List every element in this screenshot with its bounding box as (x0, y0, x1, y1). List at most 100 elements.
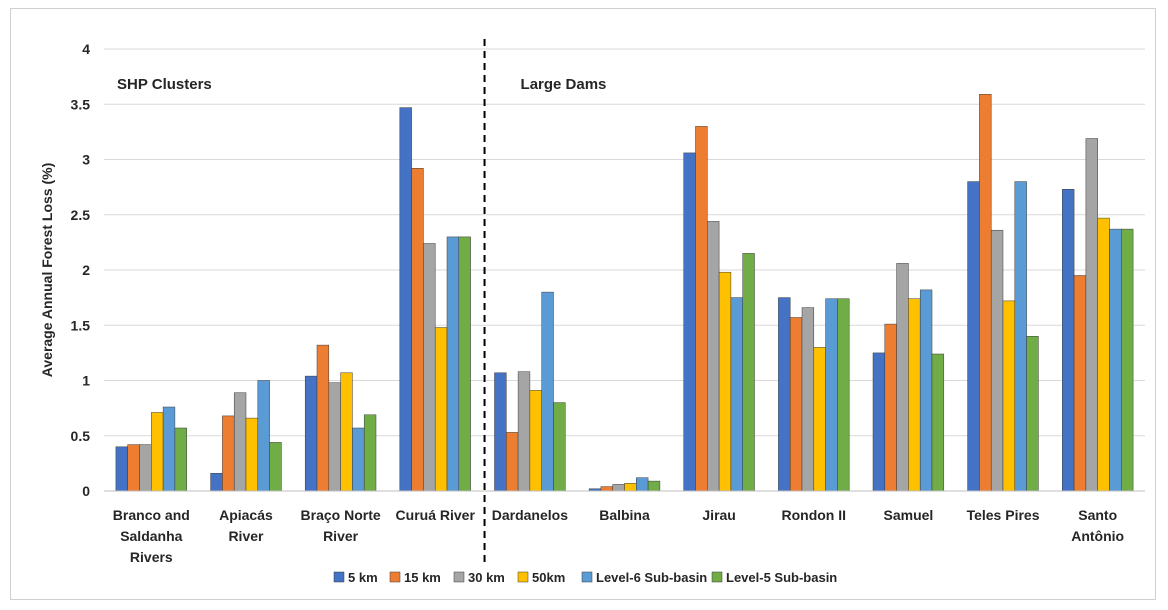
bar (363, 414, 377, 492)
legend-swatch (581, 571, 593, 583)
bar (624, 483, 637, 492)
bar (139, 444, 152, 492)
bar (151, 412, 164, 492)
category-label: Santo (1078, 507, 1117, 523)
legend-label: 5 km (348, 570, 378, 585)
bar (340, 372, 353, 492)
bar (1085, 138, 1098, 492)
bar (647, 480, 661, 492)
group-title-large-dams: Large Dams (521, 76, 607, 93)
bar (813, 347, 826, 492)
bar (636, 477, 649, 492)
bar (494, 372, 507, 492)
bar (884, 323, 897, 492)
bar (269, 442, 282, 492)
chart-frame: 0 0.5 1 1.5 2 2.5 3 3.5 4 Branco and Saldanha Rive… (10, 8, 1156, 600)
category-label: Braço Norte (301, 507, 381, 523)
category-label: Teles Pires (967, 507, 1040, 523)
bar (801, 307, 815, 492)
legend-swatch (711, 571, 723, 583)
bar (316, 344, 330, 492)
category-label: Saldanha (120, 528, 182, 544)
legend-swatch (517, 571, 529, 583)
bar (127, 444, 140, 492)
bar (919, 289, 933, 492)
bar (837, 298, 850, 492)
legend-swatch (389, 571, 401, 583)
y-tick-label: 3.5 (71, 96, 91, 112)
bar (458, 236, 471, 492)
y-tick-label: 3 (82, 152, 90, 168)
bar (517, 371, 531, 492)
bar (1062, 189, 1075, 492)
legend-label: 15 km (404, 570, 441, 585)
bar (979, 94, 992, 492)
y-tick-label: 2.5 (71, 207, 91, 223)
bar (245, 417, 259, 492)
bar (612, 484, 625, 492)
bar (174, 427, 187, 492)
category-label: Branco and (113, 507, 190, 523)
bar (328, 382, 341, 492)
bar (1109, 228, 1122, 492)
forest-loss-chart: 0 0.5 1 1.5 2 2.5 3 3.5 4 Branco and Saldanha Rive… (39, 39, 1145, 585)
bar (210, 473, 223, 492)
category-label: Apiacás (219, 507, 273, 523)
bar (872, 352, 886, 492)
bar (352, 427, 365, 492)
bar (695, 126, 708, 492)
bar (990, 229, 1004, 492)
category-label: Jirau (702, 507, 735, 523)
y-tick-label: 4 (82, 41, 90, 57)
bar (446, 236, 460, 492)
category-label: River (228, 528, 264, 544)
bar (1121, 228, 1134, 492)
bar (896, 263, 909, 492)
bar (778, 297, 791, 492)
gridlines (104, 48, 1145, 437)
category-label: Dardanelos (492, 507, 568, 523)
bar (931, 353, 945, 492)
y-tick-label: 0.5 (71, 428, 91, 444)
bar (115, 446, 128, 492)
bar (707, 221, 720, 492)
legend-label: 50km (532, 570, 565, 585)
y-tick-labels: 0 0.5 1 1.5 2 2.5 3 3.5 4 (71, 41, 91, 499)
bar (1002, 300, 1016, 492)
bar (683, 152, 696, 492)
legend-swatch (333, 571, 345, 583)
bar (162, 406, 176, 492)
category-label: Curuá River (396, 507, 476, 523)
y-tick-label: 2 (82, 262, 90, 278)
bar (222, 415, 235, 492)
bar (825, 298, 838, 492)
bar (742, 253, 755, 492)
group-title-shp-clusters: SHP Clusters (117, 76, 212, 93)
legend: 5 km 15 km 30 km 50km Level-6 Sub-basin Level… (333, 570, 837, 585)
bar (789, 317, 803, 492)
category-label: Rondon II (781, 507, 846, 523)
category-label: River (323, 528, 359, 544)
category-label: Rivers (130, 549, 173, 565)
category-label: Antônio (1071, 528, 1124, 544)
bar (718, 271, 732, 492)
legend-swatch (453, 571, 465, 583)
y-tick-label: 1 (82, 373, 90, 389)
y-axis-title: Average Annual Forest Loss (%) (39, 163, 55, 377)
legend-label: 30 km (468, 570, 505, 585)
bar (506, 432, 519, 492)
bar (600, 486, 613, 492)
bar (1014, 181, 1027, 492)
category-label: Balbina (599, 507, 650, 523)
bar (304, 375, 318, 492)
bar (541, 291, 554, 492)
bar (399, 107, 412, 492)
y-tick-label: 0 (82, 483, 90, 499)
bar (434, 327, 448, 492)
bars (115, 94, 1134, 492)
bar (908, 298, 921, 492)
bar (1097, 217, 1110, 492)
bar (553, 402, 566, 492)
y-tick-label: 1.5 (71, 317, 91, 333)
bar (423, 243, 436, 492)
